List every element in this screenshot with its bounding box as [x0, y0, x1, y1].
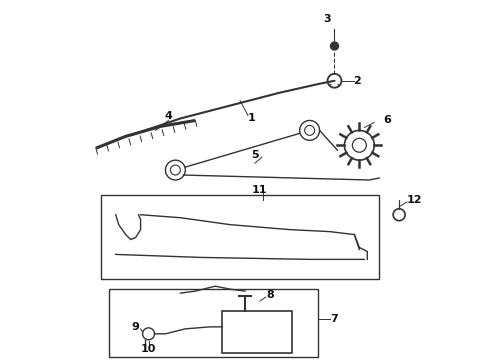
Text: 6: 6 — [383, 116, 391, 126]
Text: 12: 12 — [406, 195, 422, 205]
Text: 8: 8 — [266, 290, 274, 300]
Bar — [222, 311, 292, 353]
Bar — [101, 195, 379, 279]
Text: 1: 1 — [248, 113, 256, 123]
Text: 5: 5 — [251, 150, 259, 160]
Text: 4: 4 — [165, 112, 172, 121]
Text: 2: 2 — [353, 76, 361, 86]
Text: 3: 3 — [324, 14, 331, 24]
Text: 7: 7 — [331, 314, 339, 324]
Text: 11: 11 — [252, 185, 268, 195]
Text: 10: 10 — [141, 344, 156, 354]
Bar — [109, 289, 318, 357]
Text: 9: 9 — [132, 322, 140, 332]
Circle shape — [331, 42, 339, 50]
